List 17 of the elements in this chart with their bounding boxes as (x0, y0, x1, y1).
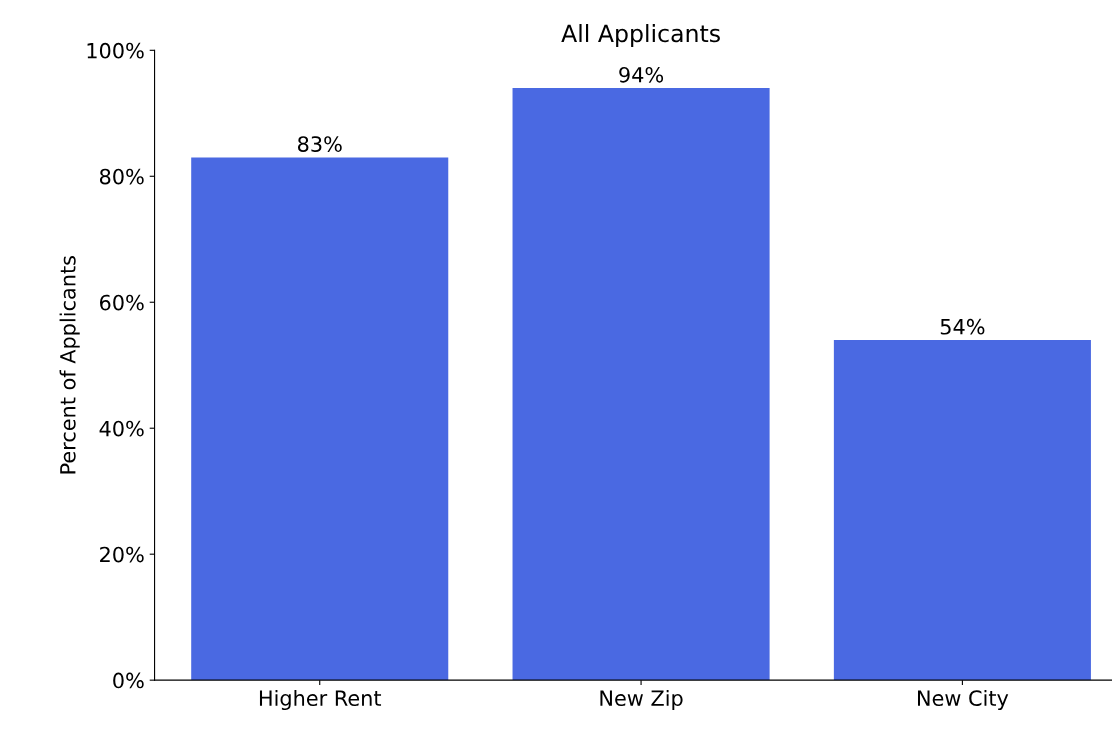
chart-title: All Applicants (561, 24, 720, 47)
y-tick-label: 80% (99, 168, 144, 185)
bar (833, 340, 1091, 681)
x-tick-label: Higher Rent (259, 689, 382, 711)
data-label: 83% (297, 136, 342, 152)
bar (191, 157, 449, 681)
y-tick-label: 60% (100, 294, 144, 311)
y-tick-label: 20% (100, 546, 144, 563)
y-tick-label: 40% (99, 420, 144, 437)
bar (512, 88, 770, 681)
y-tick-label: 100% (87, 42, 144, 59)
data-label: 54% (940, 318, 985, 335)
y-tick-label: 0% (113, 672, 144, 689)
x-tick-label: New Zip (600, 689, 683, 711)
x-tick-label: New City (918, 689, 1009, 711)
data-label: 94% (619, 66, 664, 83)
y-axis-title: Percent of Applicants (59, 256, 80, 474)
